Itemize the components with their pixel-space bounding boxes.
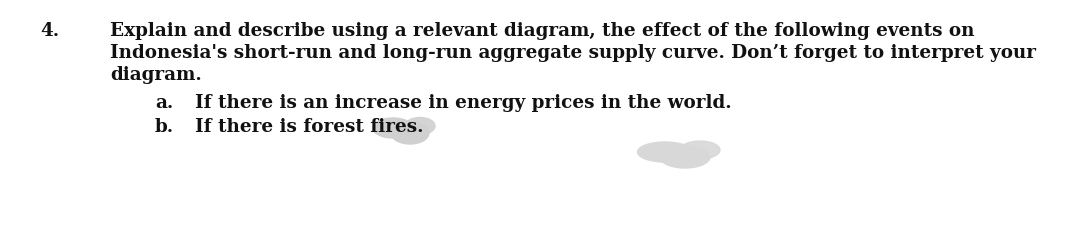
Text: diagram.: diagram. (110, 66, 202, 84)
Text: Indonesia's short-run and long-run aggregate supply curve. Don’t forget to inter: Indonesia's short-run and long-run aggre… (110, 44, 1036, 62)
Ellipse shape (660, 146, 710, 168)
Text: If there is an increase in energy prices in the world.: If there is an increase in energy prices… (195, 94, 731, 112)
Text: If there is forest fires.: If there is forest fires. (195, 118, 423, 136)
Ellipse shape (680, 141, 720, 159)
Ellipse shape (373, 118, 413, 138)
Ellipse shape (405, 118, 435, 134)
Ellipse shape (391, 122, 429, 144)
Text: 4.: 4. (40, 22, 59, 40)
Text: b.: b. (156, 118, 174, 136)
Ellipse shape (637, 142, 692, 162)
Text: a.: a. (156, 94, 173, 112)
Text: Explain and describe using a relevant diagram, the effect of the following event: Explain and describe using a relevant di… (110, 22, 974, 40)
